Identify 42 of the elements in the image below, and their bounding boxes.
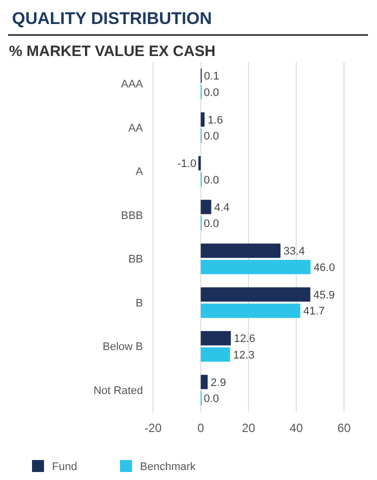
bar [200,260,311,274]
data-label: 0.1 [204,70,220,83]
data-label: 0.0 [204,393,220,406]
data-label: 46.0 [314,262,335,274]
bar [200,200,212,214]
legend-label: Benchmark [140,460,196,473]
data-label: 33.4 [283,246,305,258]
x-tick-label: 60 [337,421,351,435]
data-label: 41.7 [303,306,325,318]
data-label: 0.0 [204,130,220,143]
y-tick-label: BBB [120,210,143,222]
y-tick-label: Not Rated [93,384,143,397]
x-tick-label: 20 [242,421,256,435]
data-label: 4.4 [214,202,230,214]
chart-title: QUALITY DISTRIBUTION [12,9,212,28]
bar [200,347,230,362]
y-tick-label: AA [128,122,144,134]
x-tick-label: 40 [290,421,304,435]
data-label: 45.9 [313,289,335,302]
bar [200,244,280,258]
data-label: 1.6 [208,114,223,126]
y-tick-label: BB [128,254,143,266]
data-label: 0.0 [204,86,220,99]
legend-label: Fund [52,460,78,473]
data-label: 12.6 [234,333,256,346]
y-tick-label: A [136,166,144,178]
x-tick-label: -20 [144,421,162,435]
bar [200,304,300,318]
data-label: 0.0 [204,218,220,230]
bar [200,287,310,302]
data-label: 0.0 [204,174,220,186]
chart-subtitle: % MARKET VALUE EX CASH [9,43,216,60]
y-tick-label: Below B [102,341,143,354]
bar [200,374,208,390]
data-label: -1.0 [177,158,196,170]
bar [200,331,231,346]
data-label: 2.9 [210,376,226,389]
bar [198,156,201,170]
y-tick-label: AAA [120,78,144,91]
y-tick-label: B [136,297,143,310]
data-label: 12.3 [233,349,255,362]
x-tick-label: 0 [197,421,204,435]
